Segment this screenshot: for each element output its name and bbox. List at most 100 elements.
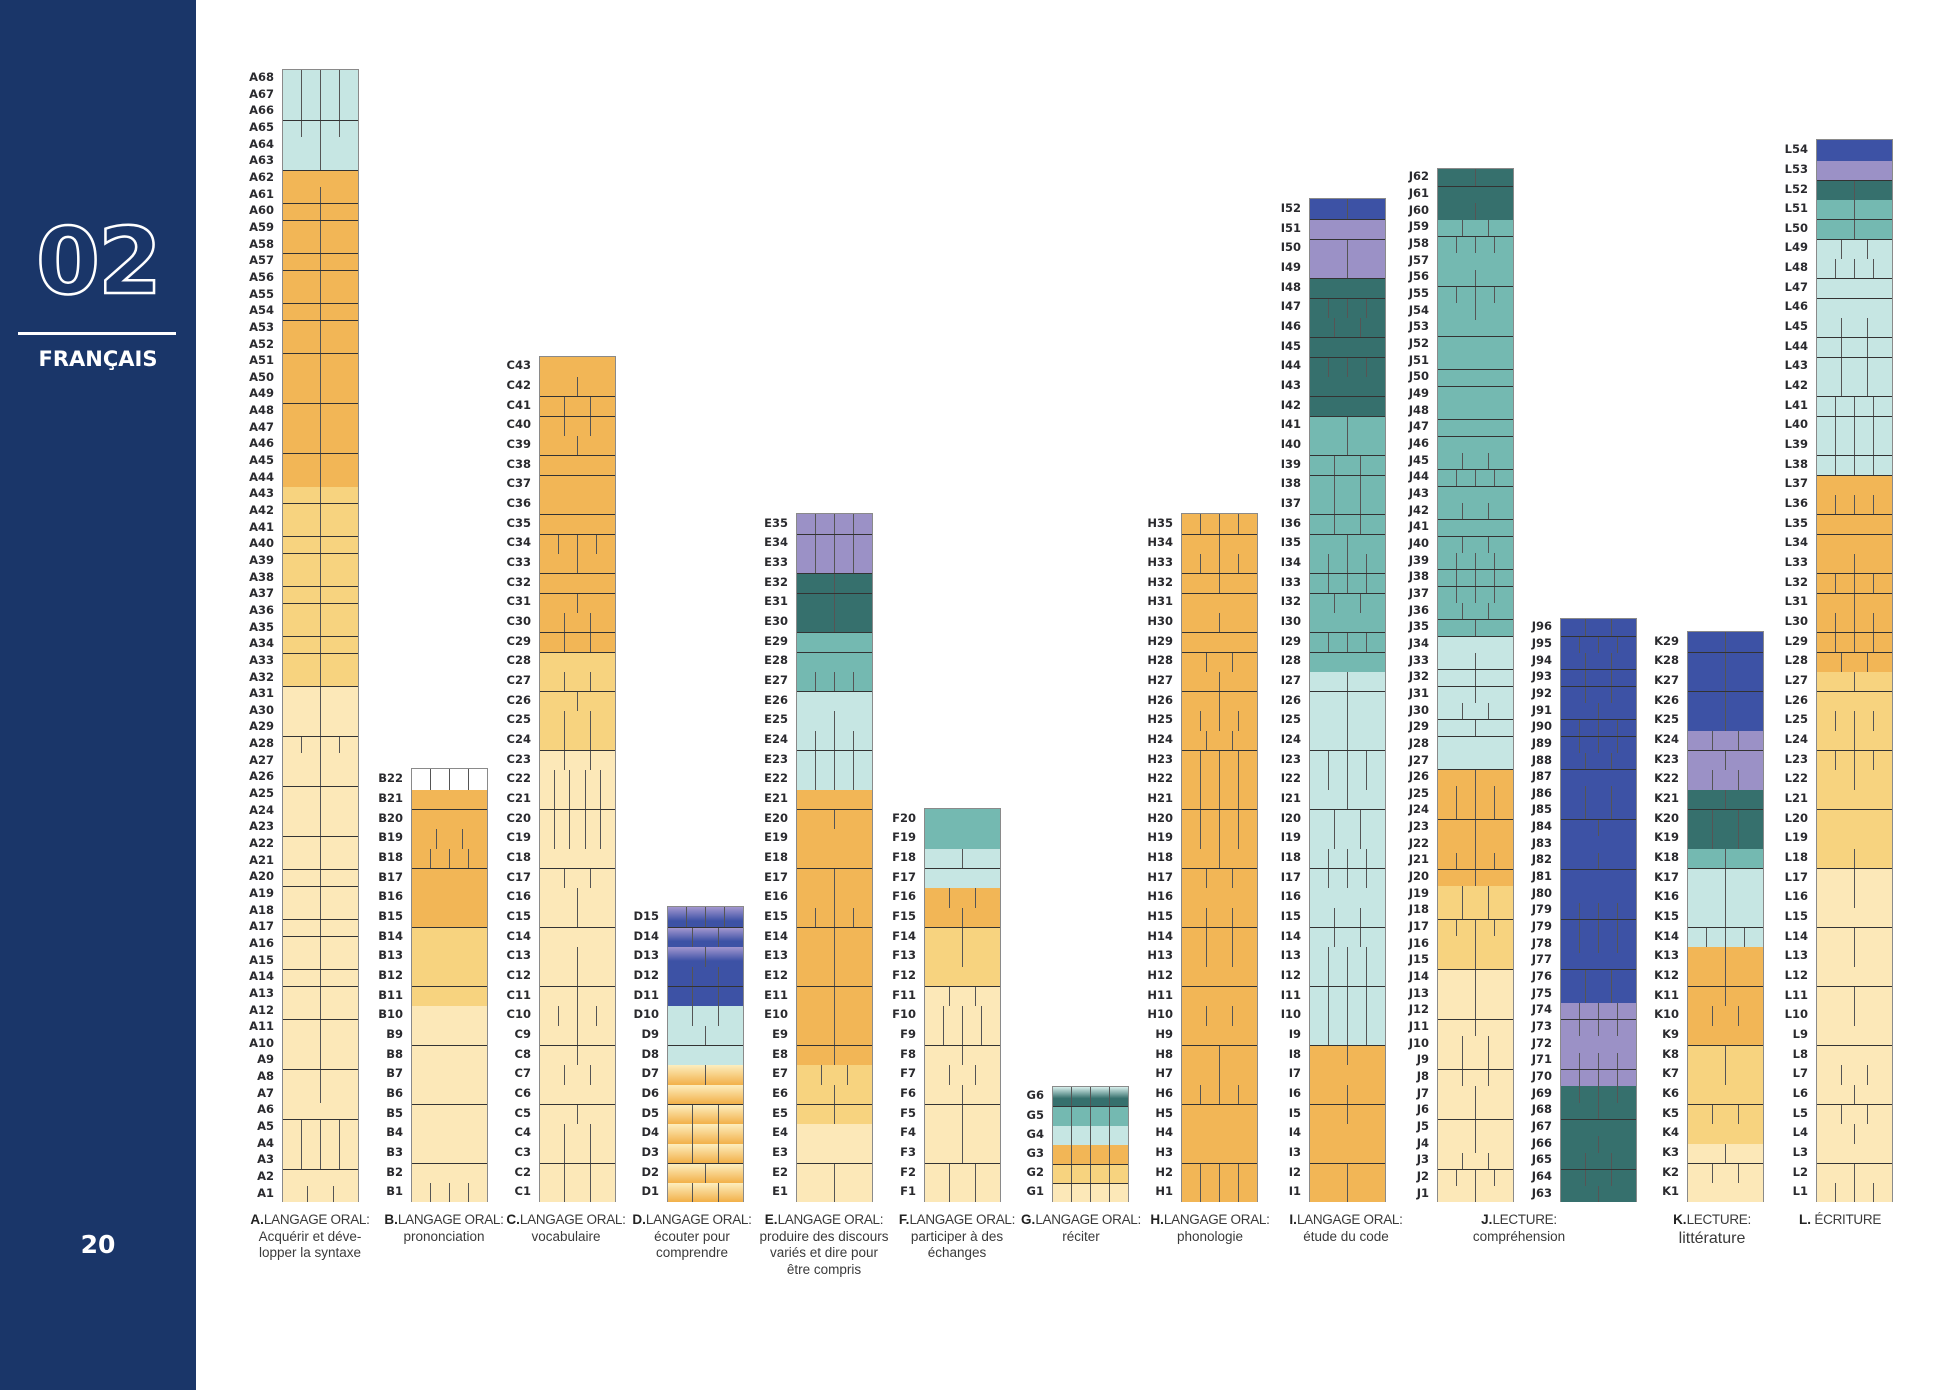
skill-cell [1817, 495, 1835, 514]
row-label: F18 [892, 849, 916, 864]
row-label: E25 [764, 712, 788, 727]
skill-row-j21 [1438, 852, 1513, 870]
skill-cell [1182, 1124, 1257, 1143]
skill-cell [1854, 593, 1892, 613]
skill-row-e17 [797, 867, 872, 888]
skill-cell [1688, 1164, 1712, 1183]
skill-cell [339, 1153, 358, 1170]
skill-row-j10 [1438, 1035, 1513, 1053]
skill-row-l24 [1817, 730, 1892, 751]
skill-cell [1873, 495, 1892, 515]
row-label: J2 [1416, 1169, 1429, 1183]
skill-row-e16 [797, 887, 872, 908]
skill-row-j86 [1561, 785, 1636, 803]
skill-cell [412, 1124, 487, 1143]
skill-row-c43 [540, 356, 615, 377]
skill-cell [1182, 790, 1200, 809]
row-label: J42 [1408, 502, 1429, 517]
skill-row-e9 [797, 1025, 872, 1046]
skill-cell [1585, 969, 1610, 986]
skill-cell [1487, 503, 1513, 520]
skill-row-e18 [797, 848, 872, 869]
skill-row-d3 [668, 1143, 743, 1164]
skill-cell [577, 554, 615, 574]
row-label: K20 [1654, 810, 1679, 825]
row-label: I6 [1288, 1085, 1301, 1100]
row-label: J71 [1531, 1052, 1552, 1067]
skill-cell [1438, 853, 1456, 869]
skill-cell [1359, 495, 1385, 515]
skill-cell [1366, 967, 1385, 987]
skill-cell [1487, 1153, 1513, 1170]
skill-cell [815, 908, 834, 928]
skill-row-l11 [1817, 985, 1892, 1006]
skill-cell [815, 513, 834, 535]
row-label: D9 [641, 1026, 659, 1041]
row-label: D5 [641, 1105, 659, 1120]
row-label: L42 [1784, 378, 1808, 393]
skill-cell [1090, 1106, 1109, 1126]
skill-row-c7 [540, 1064, 615, 1085]
skill-cell [1688, 751, 1725, 770]
skill-cell [1617, 1053, 1636, 1070]
skill-cell [320, 570, 358, 587]
row-label: J94 [1531, 652, 1552, 667]
caption-line: lopper la syntaxe [258, 1245, 362, 1260]
skill-row-j68 [1561, 1102, 1636, 1120]
skill-cell [1200, 750, 1219, 770]
row-label: E22 [764, 771, 788, 786]
skill-cell [1817, 259, 1835, 278]
skill-row-a24 [283, 802, 358, 820]
row-label: E10 [764, 1007, 788, 1022]
skill-cell [1475, 569, 1494, 587]
row-label: I8 [1288, 1046, 1301, 1061]
skill-cell [981, 1006, 1000, 1026]
skill-cell [1310, 987, 1328, 1006]
skill-cell [301, 736, 320, 753]
skill-cell [1347, 750, 1366, 770]
skill-row-i32 [1310, 592, 1385, 613]
row-label: K12 [1654, 967, 1679, 982]
skill-cell [283, 87, 301, 103]
skill-row-a9 [283, 1052, 358, 1070]
row-label: A9 [257, 1052, 274, 1067]
chapter-sidebar: 02 FRANÇAIS 20 [0, 0, 196, 1390]
skill-row-l3 [1817, 1143, 1892, 1164]
skill-row-a1 [283, 1185, 358, 1203]
skill-row-j66 [1561, 1135, 1636, 1153]
skill-row-i52 [1310, 199, 1385, 220]
skill-cell [1310, 240, 1347, 259]
row-label: J77 [1531, 952, 1552, 967]
skill-cell [412, 888, 487, 907]
skill-row-b7 [412, 1064, 487, 1085]
skill-row-a3 [283, 1152, 358, 1170]
skill-cell [1854, 927, 1892, 947]
skill-cell [962, 849, 1000, 869]
row-label: J3 [1416, 1152, 1429, 1167]
skill-cell [1610, 986, 1636, 1003]
skill-cell [925, 1183, 949, 1202]
skill-row-c23 [540, 749, 615, 770]
skill-cell [283, 154, 320, 170]
skill-cell [1585, 786, 1610, 803]
skill-cell [554, 829, 569, 849]
skill-cell [320, 720, 358, 737]
skill-row-f10 [925, 1005, 1000, 1026]
skill-cell [1475, 836, 1513, 853]
skill-cell [564, 1163, 589, 1183]
skill-cell [283, 221, 320, 237]
row-label: A64 [249, 136, 274, 151]
skill-row-j55 [1438, 285, 1513, 303]
row-label: L54 [1784, 142, 1808, 157]
skill-cell [1725, 691, 1763, 711]
row-label: J72 [1531, 1035, 1552, 1050]
skill-cell [1347, 711, 1385, 731]
skill-row-a22 [283, 835, 358, 853]
skill-row-c8 [540, 1044, 615, 1065]
skill-cell [320, 936, 358, 953]
skill-cell [1462, 503, 1487, 520]
skill-row-h25 [1182, 710, 1257, 731]
row-label: K16 [1654, 889, 1679, 904]
skill-cell [1617, 1069, 1636, 1086]
row-label: I40 [1280, 437, 1301, 452]
